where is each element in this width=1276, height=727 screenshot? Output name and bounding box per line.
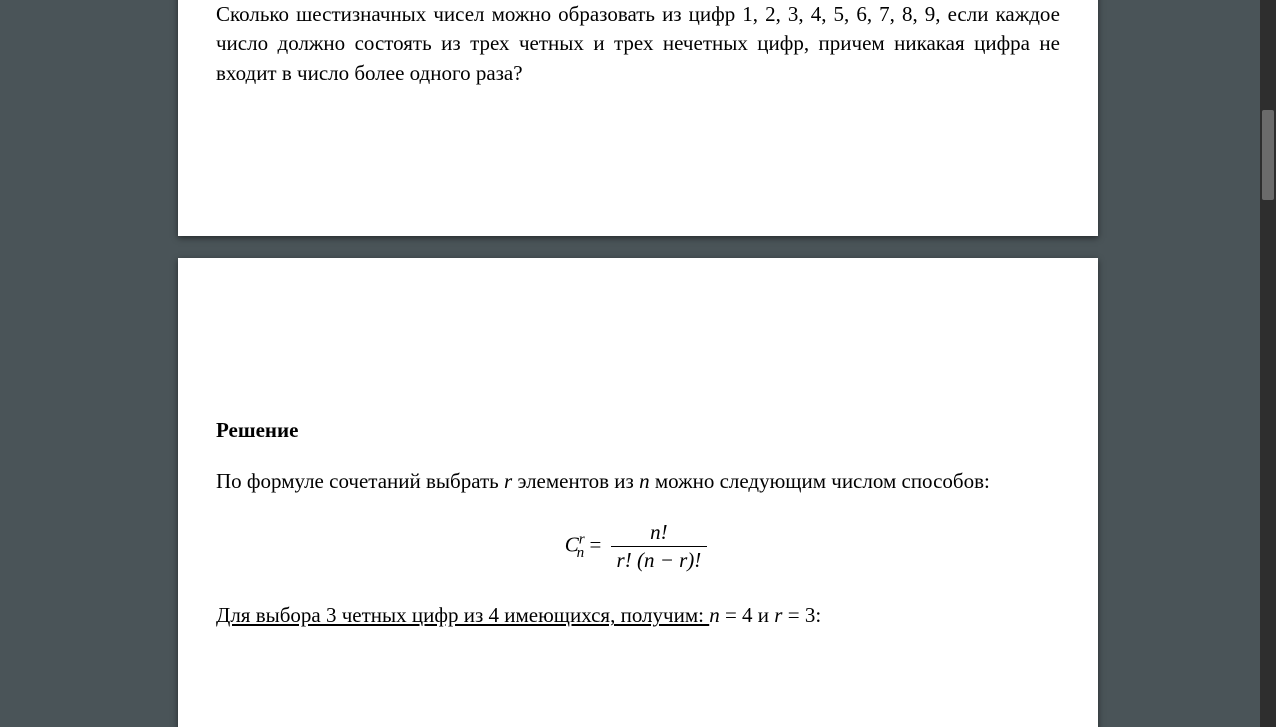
intro-text-2: элементов из [512,469,639,493]
formula-denominator: r! (n − r)! [611,547,708,573]
var-r: r [504,469,512,493]
intro-text-1: По формуле сочетаний выбрать [216,469,504,493]
page-1: Сколько шестизначных чисел можно образов… [178,0,1098,236]
solution-intro: По формуле сочетаний выбрать r элементов… [216,467,1060,496]
problem-text: Сколько шестизначных чисел можно образов… [216,0,1060,88]
formula-fraction: n! r! (n − r)! [611,520,708,573]
line2-n-eq: = 4 [720,603,753,627]
solution-line-2: Для выбора 3 четных цифр из 4 имеющихся,… [216,601,1060,630]
combinations-formula: Crn = n! r! (n − r)! [216,520,1060,573]
formula-numerator: n! [611,520,708,547]
vertical-scrollbar-thumb[interactable] [1262,110,1274,200]
line2-and: и [753,603,775,627]
var-n: n [639,469,650,493]
page-2: Решение По формуле сочетаний выбрать r э… [178,258,1098,727]
vertical-scrollbar-track[interactable] [1260,0,1276,727]
document-viewer: Сколько шестизначных чисел можно образов… [0,0,1276,727]
line2-r-eq: = 3: [782,603,821,627]
intro-text-3: можно следующим числом способов: [650,469,990,493]
formula-eq: = [589,533,606,557]
solution-heading: Решение [216,418,1060,443]
line2-n-var: n [709,603,720,627]
line2-underlined: Для выбора 3 четных цифр из 4 имеющихся,… [216,603,709,627]
formula-sub-n: n [577,545,585,561]
